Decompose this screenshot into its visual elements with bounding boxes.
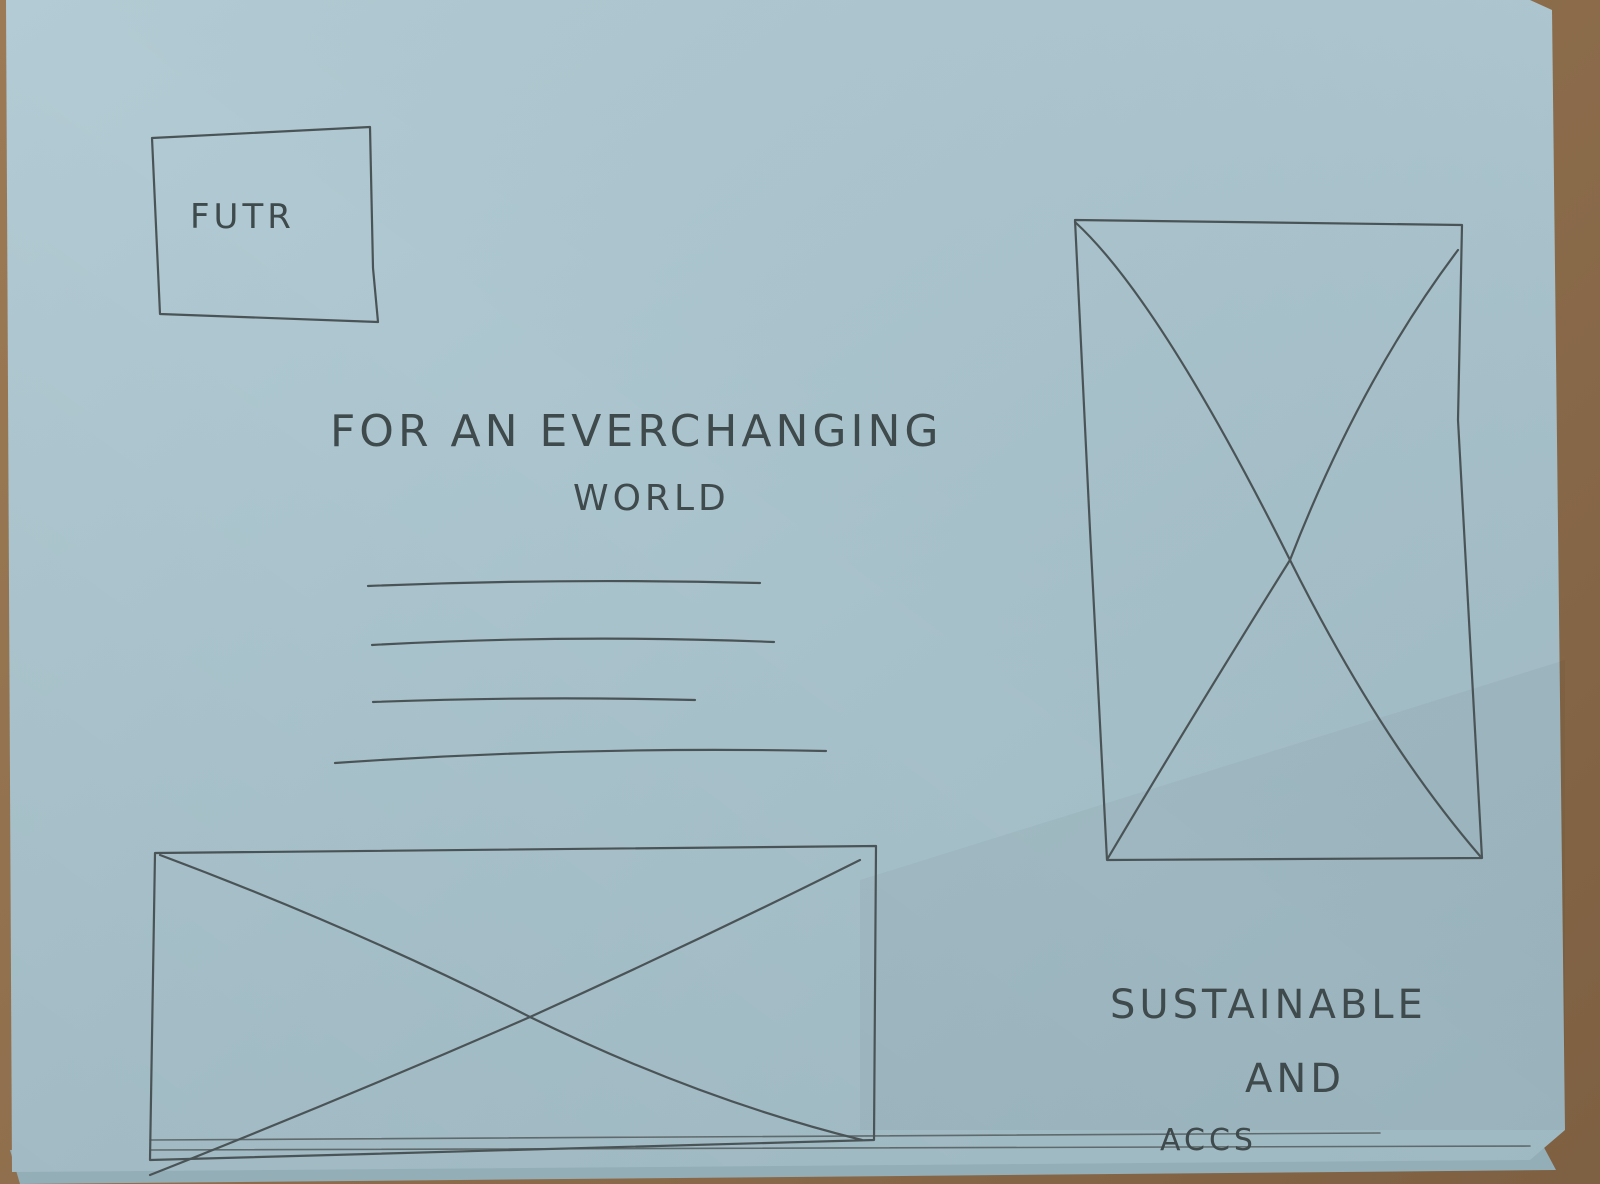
tagline-line-3: ACCS [1160,1123,1257,1158]
text-line-4 [333,748,828,765]
logo-label: FUTR [190,197,295,237]
crossed-box-icon-diagonal [1106,248,1460,860]
body-text-placeholder [333,579,828,765]
image-placeholder-right [1073,218,1484,862]
crossed-box-icon-bottom-diagonal [148,858,862,1177]
text-line-3 [371,697,697,704]
headline-line-1: FOR AN EVERCHANGING [330,406,943,457]
tagline: SUSTAINABLE AND ACCS [1110,982,1427,1158]
page-edge-line-2 [149,1145,1531,1151]
text-line-2 [370,637,776,647]
tagline-line-1: SUSTAINABLE [1110,982,1427,1028]
image-frame-bottom [148,844,878,1162]
tagline-line-2: AND [1245,1056,1345,1102]
logo-box-outline [150,125,380,324]
headline-line-2: WORLD [573,478,730,519]
image-frame-right [1073,218,1484,862]
image-placeholder-bottom [148,844,878,1177]
page-edge-line [149,1132,1381,1141]
text-line-1 [366,579,762,588]
paper-shade [6,0,1565,1172]
hero-headline: FOR AN EVERCHANGING WORLD [330,406,943,519]
logo-box[interactable]: FUTR [150,125,380,324]
